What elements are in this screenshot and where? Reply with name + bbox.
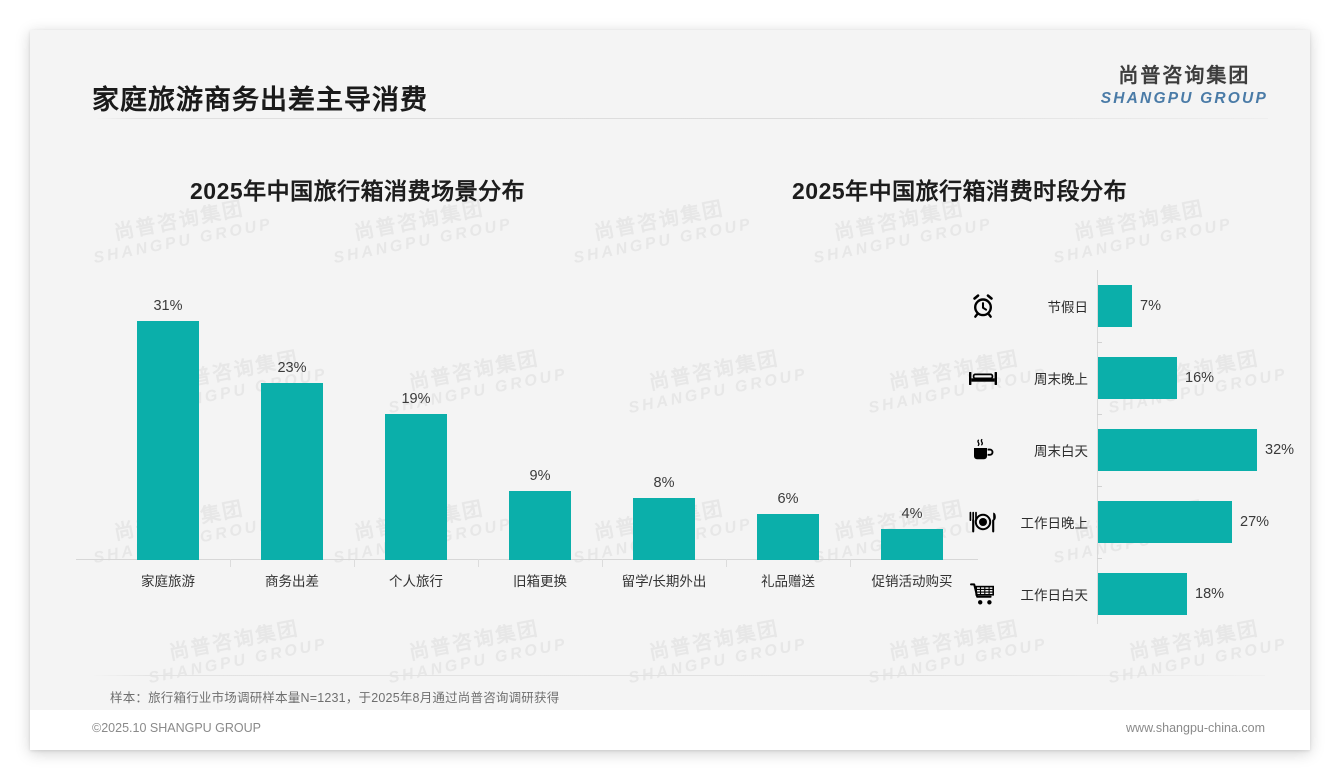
copyright-text: ©2025.10 SHANGPU GROUP — [92, 721, 261, 735]
logo-chinese-text: 尚普咨询集团 — [1118, 65, 1251, 87]
bar-value-label: 18% — [1195, 586, 1225, 602]
axis-tick — [1097, 342, 1102, 343]
horizontal-bar-chart: 节假日 7% 周末晚上 16% 周末白天 32% 工作日晚上 27% 工作日白天 18% — [960, 270, 1294, 638]
bar-value-label: 8% — [653, 475, 675, 491]
bar-value-label: 19% — [401, 391, 431, 407]
axis-tick — [726, 559, 727, 567]
footnote-divider — [92, 675, 1265, 676]
horizontal-bar-row[interactable]: 工作日晚上 27% — [960, 494, 1290, 550]
bar[interactable] — [1097, 285, 1132, 327]
category-label: 促销活动购买 — [871, 574, 953, 589]
category-label: 个人旅行 — [389, 574, 443, 589]
shopping-cart-icon — [960, 581, 1006, 607]
coffee-cup-icon — [960, 437, 1006, 463]
page-title: 家庭旅游商务出差主导消费 — [92, 85, 428, 115]
category-label: 工作日白天 — [1020, 588, 1089, 603]
axis-tick — [478, 559, 479, 567]
axis-tick — [1097, 486, 1102, 487]
bar-track: 27% — [1097, 494, 1290, 550]
bar[interactable] — [1097, 429, 1257, 471]
bar-value-label: 27% — [1240, 514, 1270, 530]
category-label: 旧箱更换 — [513, 574, 567, 589]
horizontal-bar-row[interactable]: 周末晚上 16% — [960, 350, 1290, 406]
bar[interactable] — [261, 383, 323, 560]
category-label: 周末晚上 — [1034, 372, 1088, 387]
category-label: 家庭旅游 — [141, 574, 195, 589]
vertical-bar-group[interactable]: 19% — [354, 270, 478, 560]
vertical-bar-group[interactable]: 8% — [602, 270, 726, 560]
vertical-bar-group[interactable]: 31% — [106, 270, 230, 560]
category-label: 留学/长期外出 — [621, 574, 707, 589]
bar-track: 7% — [1097, 278, 1290, 334]
sample-footnote: 样本：旅行箱行业市场调研样本量N=1231，于2025年8月通过尚普咨询调研获得 — [110, 691, 560, 705]
category-label: 商务出差 — [265, 574, 319, 589]
category-label: 节假日 — [1047, 300, 1089, 315]
bar[interactable] — [757, 514, 819, 560]
bar[interactable] — [1097, 573, 1187, 615]
slide-footer: ©2025.10 SHANGPU GROUP www.shangpu-china… — [30, 710, 1310, 750]
bar-value-label: 9% — [529, 468, 551, 484]
axis-tick — [230, 559, 231, 567]
bar[interactable] — [385, 414, 447, 560]
axis-tick — [354, 559, 355, 567]
website-url[interactable]: www.shangpu-china.com — [1126, 721, 1265, 735]
bar-track: 18% — [1097, 566, 1290, 622]
bar-value-label: 6% — [777, 491, 799, 507]
horizontal-bar-row[interactable]: 节假日 7% — [960, 278, 1290, 334]
bar-track: 16% — [1097, 350, 1290, 406]
horizontal-bar-row[interactable]: 周末白天 32% — [960, 422, 1294, 478]
logo-english-text: SHANGPU GROUP — [1100, 90, 1268, 107]
cutlery-icon — [960, 510, 1006, 534]
vertical-bar-group[interactable]: 9% — [478, 270, 602, 560]
brand-logo: 尚普咨询集团 SHANGPU GROUP — [1101, 63, 1268, 108]
bar[interactable] — [1097, 357, 1177, 399]
bar-value-label: 31% — [153, 298, 183, 314]
axis-tick — [602, 559, 603, 567]
chart-title-scene-distribution: 2025年中国旅行箱消费场景分布 — [190, 178, 526, 204]
bar-value-label: 7% — [1140, 298, 1161, 314]
vertical-bar-group[interactable]: 6% — [726, 270, 850, 560]
bed-icon — [960, 367, 1006, 389]
axis-tick — [1097, 558, 1102, 559]
bar-value-label: 32% — [1265, 442, 1295, 458]
slide-header: 家庭旅游商务出差主导消费 尚普咨询集团 SHANGPU GROUP — [30, 30, 1310, 122]
horizontal-bar-row[interactable]: 工作日白天 18% — [960, 566, 1290, 622]
horizontal-chart-axis — [1097, 270, 1098, 624]
axis-tick — [850, 559, 851, 567]
header-divider — [95, 118, 1268, 119]
bar-value-label: 23% — [277, 360, 307, 376]
slide-card: 尚普咨询集团 SHANGPU GROUP 尚普咨询集团 SHANGPU GROUP 尚普… — [30, 30, 1310, 750]
category-label: 礼品赠送 — [761, 574, 815, 589]
bar[interactable] — [137, 321, 199, 560]
vertical-bar-group[interactable]: 4% — [850, 270, 974, 560]
bar-value-label: 4% — [901, 506, 923, 522]
chart-title-time-distribution: 2025年中国旅行箱消费时段分布 — [792, 178, 1128, 204]
bar[interactable] — [633, 498, 695, 560]
axis-tick — [1097, 414, 1102, 415]
alarm-clock-icon — [960, 293, 1006, 319]
bar[interactable] — [881, 529, 943, 560]
bar-value-label: 16% — [1185, 370, 1215, 386]
bar[interactable] — [509, 491, 571, 560]
bar-track: 32% — [1097, 422, 1294, 478]
vertical-bar-group[interactable]: 23% — [230, 270, 354, 560]
bar[interactable] — [1097, 501, 1232, 543]
vertical-bar-chart: 31% 家庭旅游 23% 商务出差 19% 个人旅行 9% 旧箱更换 8% 留学/长期外出 6% 礼品… — [48, 245, 978, 590]
category-label: 周末白天 — [1034, 444, 1088, 459]
category-label: 工作日晚上 — [1020, 516, 1089, 531]
